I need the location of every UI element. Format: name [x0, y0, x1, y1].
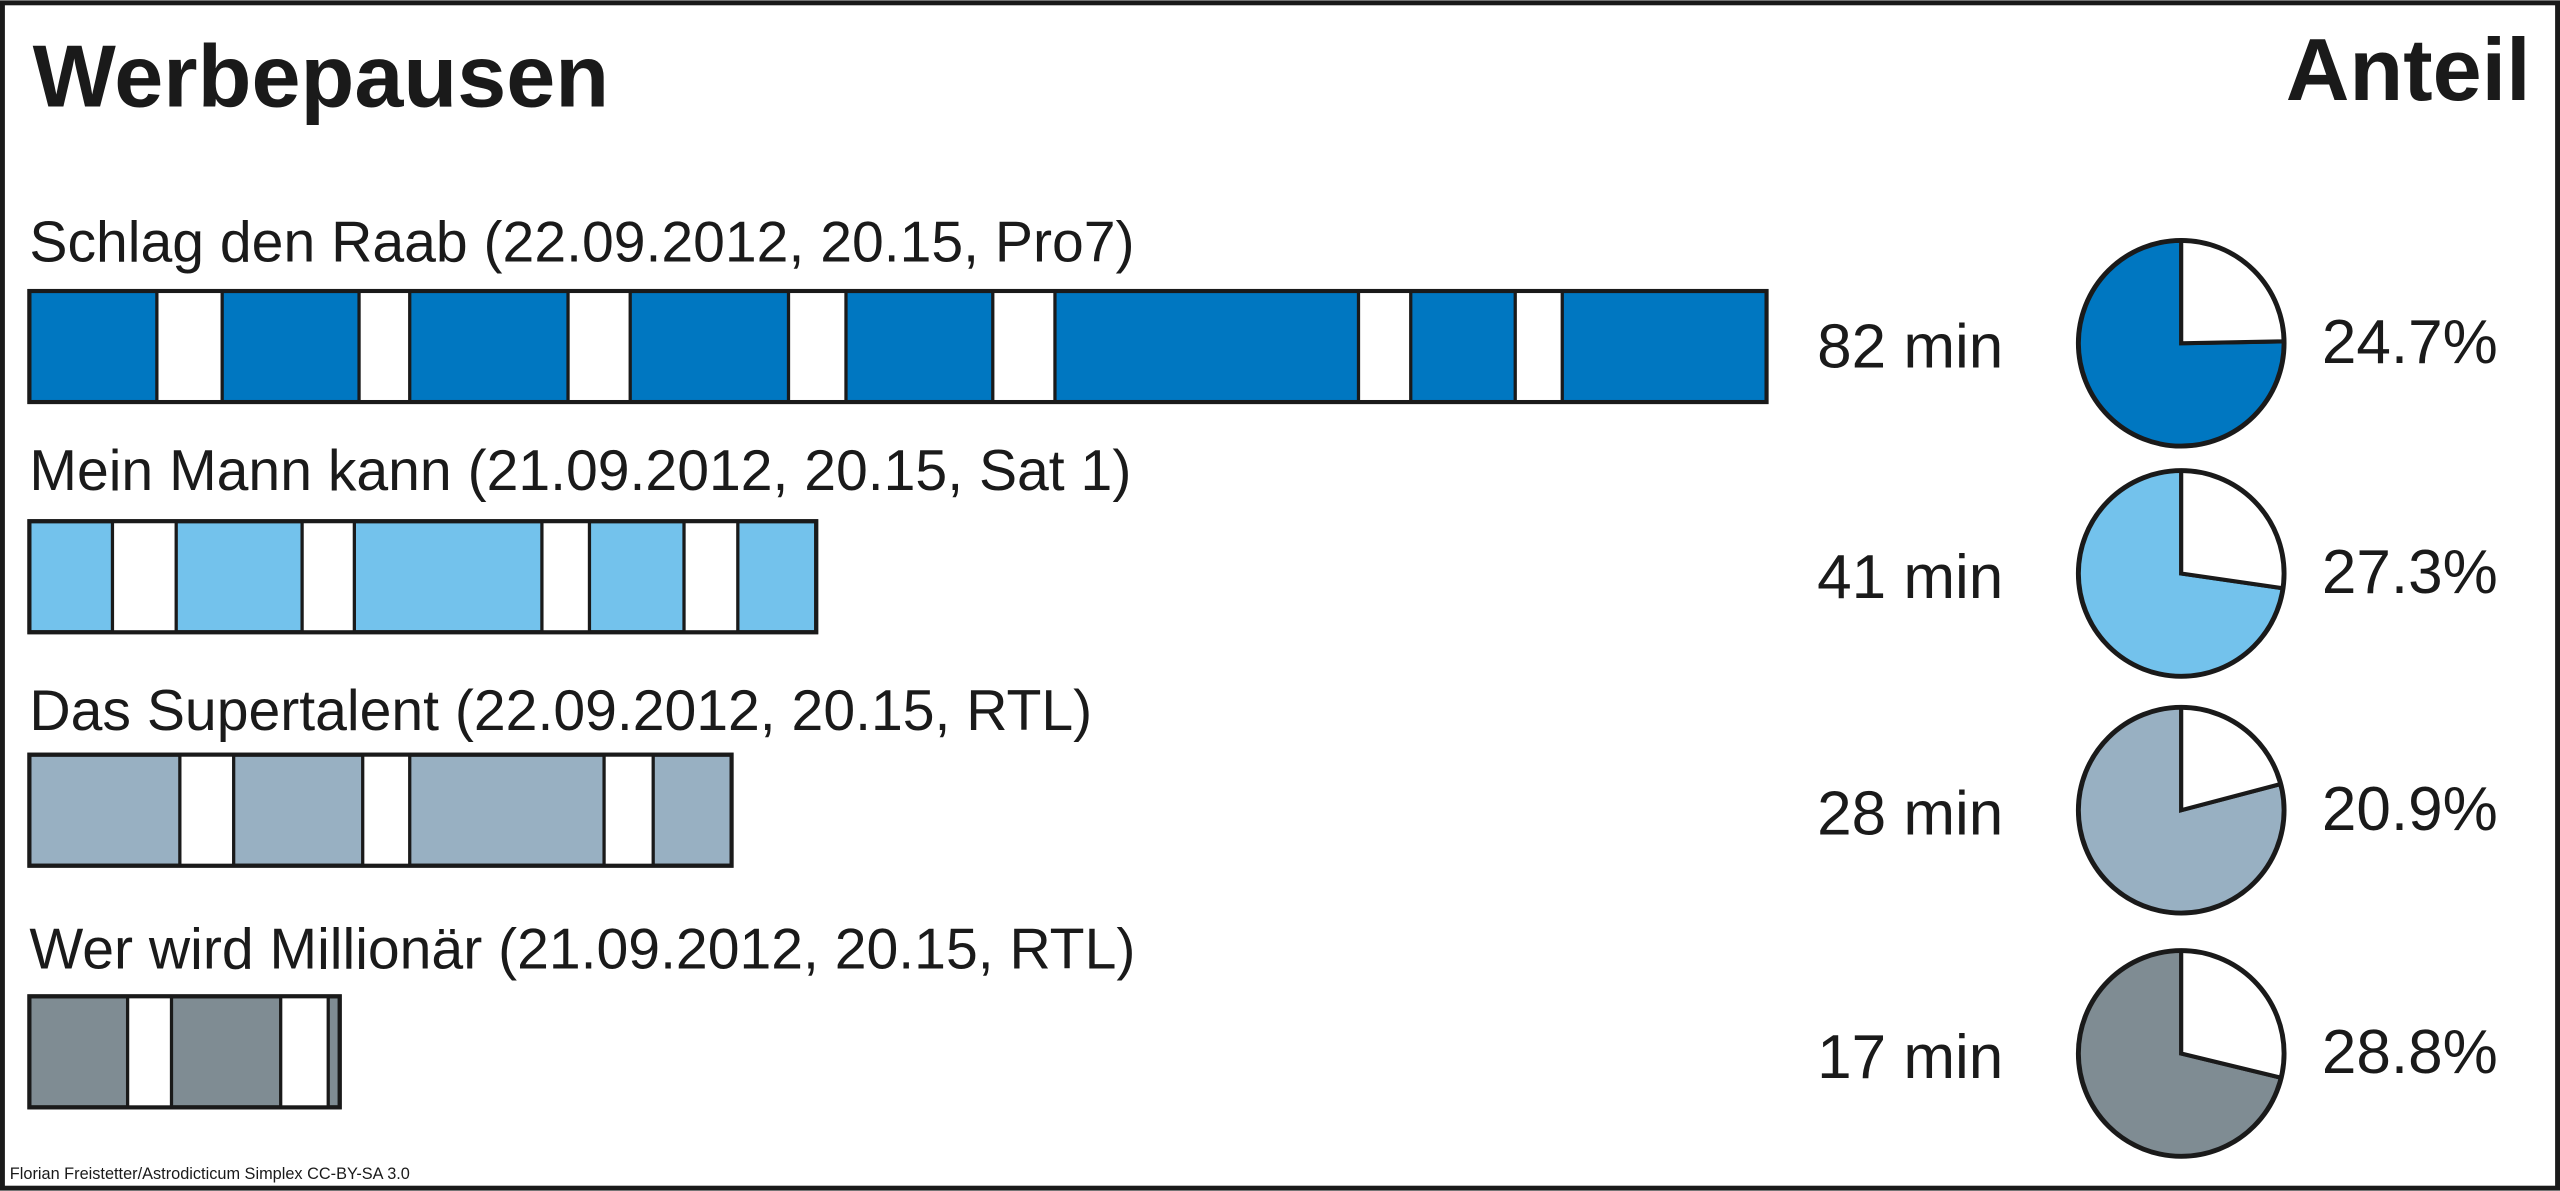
ad-break — [110, 519, 178, 634]
ad-break — [566, 289, 632, 404]
ad-break — [786, 289, 848, 404]
pie-outline — [2075, 468, 2287, 679]
ad-minutes: 17 min — [1817, 1023, 2003, 1092]
share-label: 20.9% — [2322, 775, 2498, 844]
ad-break — [125, 994, 174, 1109]
pie-outline — [2075, 948, 2287, 1159]
pie-outline — [2075, 704, 2287, 916]
bar-outline — [27, 288, 1769, 405]
show-title: Wer wird Millionär (21.09.2012, 20.15, R… — [29, 918, 1135, 982]
share-label: 24.7% — [2322, 308, 2498, 377]
ad-break — [155, 289, 224, 404]
share-label: 27.3% — [2322, 538, 2498, 607]
share-label: 28.8% — [2322, 1018, 2498, 1087]
pie-outline — [2075, 237, 2287, 449]
ad-break — [178, 753, 236, 868]
ad-break — [300, 519, 356, 634]
ad-break — [602, 753, 655, 868]
ad-break — [1513, 289, 1564, 404]
ad-break — [991, 289, 1057, 404]
ad-minutes: 28 min — [1817, 780, 2003, 849]
ad-break — [279, 994, 330, 1109]
ad-break — [361, 753, 412, 868]
ad-break — [1356, 289, 1413, 404]
bar-outline — [27, 994, 342, 1110]
share-title: Anteil — [2286, 20, 2531, 119]
bar-outline — [27, 752, 734, 868]
bar-outline — [27, 519, 819, 635]
ad-minutes: 82 min — [1817, 313, 2003, 382]
ad-break — [357, 289, 412, 404]
show-title: Mein Mann kann (21.09.2012, 20.15, Sat 1… — [29, 439, 1131, 503]
show-title: Das Supertalent (22.09.2012, 20.15, RTL) — [29, 679, 1092, 743]
show-bar — [27, 288, 1769, 405]
ad-break — [540, 519, 592, 634]
credit: Florian Freistetter/Astrodicticum Simple… — [10, 1165, 410, 1183]
chart-title: Werbepausen — [33, 27, 609, 126]
ad-minutes: 41 min — [1817, 543, 2003, 612]
ad-break — [682, 519, 740, 634]
show-title: Schlag den Raab (22.09.2012, 20.15, Pro7… — [29, 211, 1134, 275]
